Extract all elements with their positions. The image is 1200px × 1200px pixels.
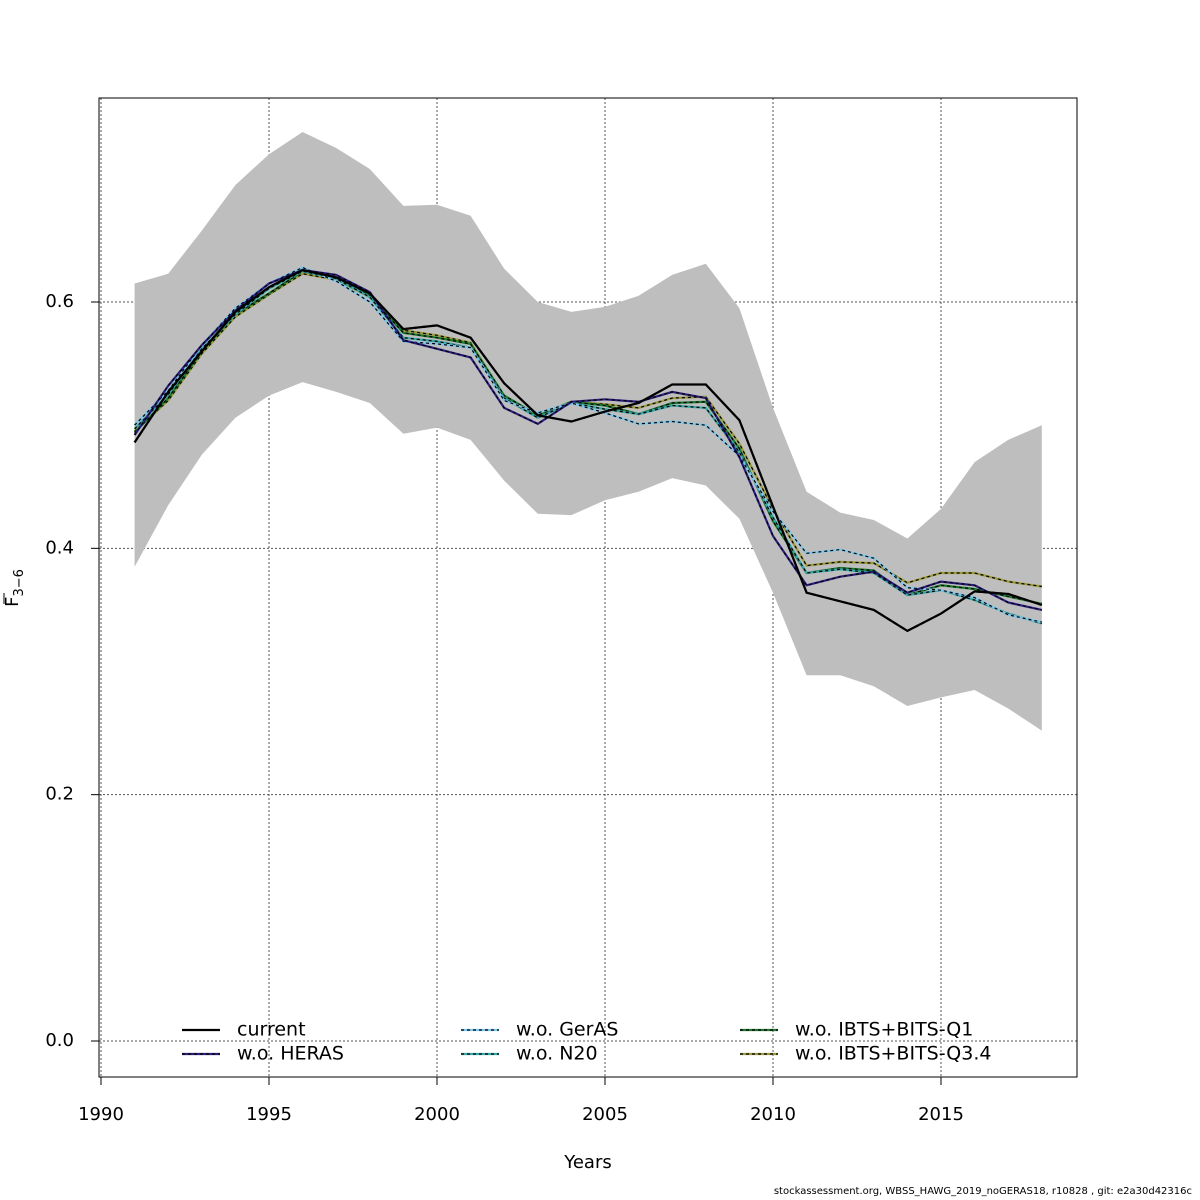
x-tick-label: 1990 [78,1104,124,1125]
x-tick-label: 2010 [750,1104,796,1125]
confidence-band [134,132,1042,731]
legend-item-w-o-heras: w.o. HERAS [182,1043,344,1065]
y-tick-label: 0.6 [45,291,74,312]
x-axis: 1990 1995 2000 2005 2010 2015 [78,1076,964,1125]
y-axis: 0.0 0.2 0.4 0.6 [45,291,100,1051]
legend-item-w-o-geras: w.o. GerAS [461,1019,619,1041]
y-tick-label: 0.0 [45,1030,74,1051]
x-tick-label: 2005 [582,1104,628,1125]
legend-label: w.o. GerAS [516,1019,619,1041]
footer-caption: stockassessment.org, WBSS_HAWG_2019_noGE… [773,1186,1192,1197]
series-lines [133,266,1043,633]
legend-item-current: current [182,1019,306,1041]
y-tick-label: 0.4 [45,537,74,558]
y-axis-title-subscript: 3−6 [12,569,27,596]
legend-item-w-o-ibts-bits-q3-4: w.o. IBTS+BITS-Q3.4 [740,1043,991,1065]
series-line-current-overlay [133,268,1043,633]
y-axis-title: F3−6 [2,569,27,607]
legend-item-w-o-n20: w.o. N20 [461,1043,598,1065]
series-line-w-o-geras-dash [134,266,1042,623]
x-tick-label: 2015 [918,1104,964,1125]
svg-text:F3−6: F3−6 [2,569,27,607]
series-line-w-o-n20-dash [134,270,1042,625]
series-line-w-o-heras-dash [134,269,1042,611]
legend-label: current [237,1019,306,1041]
legend-label: w.o. HERAS [237,1043,344,1065]
legend-label: w.o. IBTS+BITS-Q1 [795,1019,973,1041]
confidence-band-area [134,132,1042,731]
legend-label: w.o. IBTS+BITS-Q3.4 [795,1043,991,1065]
legend-item-w-o-ibts-bits-q1: w.o. IBTS+BITS-Q1 [740,1019,973,1041]
y-tick-label: 0.2 [45,784,74,805]
legend-label: w.o. N20 [516,1043,598,1065]
x-axis-title: Years [563,1152,612,1173]
y-axis-title-main: F [2,597,23,607]
x-tick-label: 1995 [246,1104,292,1125]
x-tick-label: 2000 [414,1104,460,1125]
